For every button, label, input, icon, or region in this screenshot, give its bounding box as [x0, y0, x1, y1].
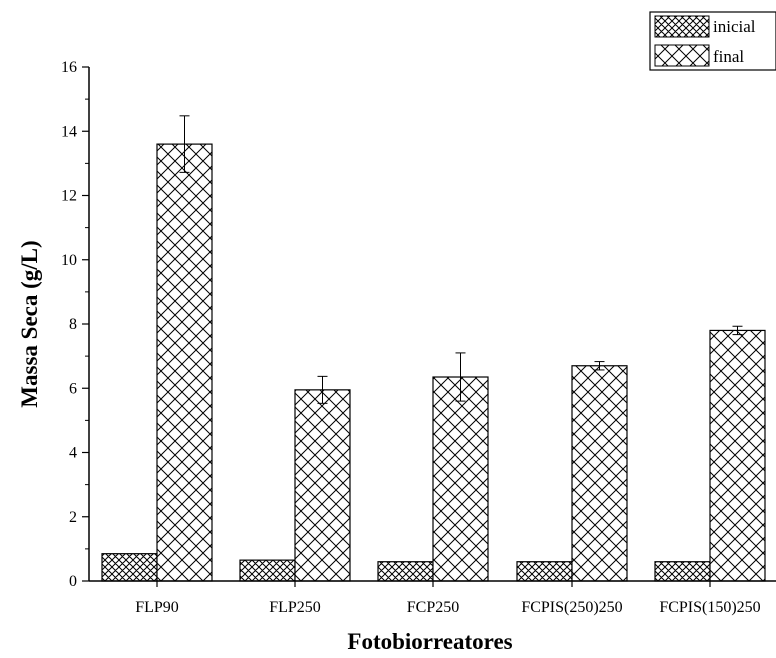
error-bar-final-FCPIS(150)250 — [732, 325, 743, 336]
y-tick-label: 16 — [61, 59, 77, 76]
x-axis-title: Fotobiorreatores — [347, 629, 512, 654]
legend: inicial final — [649, 11, 776, 71]
x-tick-label: FCPIS(250)250 — [521, 599, 622, 616]
y-tick-label: 14 — [61, 123, 77, 140]
bar-final-FCPIS(250)250 — [571, 365, 628, 582]
axes: 0 2 4 6 8 10 12 14 16 FLP90 FLP250 FCP250 FCPIS(250… — [61, 59, 776, 616]
bar-inicial-FCPIS(250)250 — [516, 561, 573, 582]
y-tick-label: 10 — [61, 252, 77, 269]
legend-swatch-inicial — [654, 15, 710, 38]
bar-final-FCP250 — [432, 376, 489, 582]
y-tick-label: 8 — [69, 316, 77, 333]
bar-final-FCPIS(150)250 — [709, 329, 766, 582]
y-axis-title: Massa Seca (g/L) — [17, 240, 42, 407]
y-tick-label: 12 — [61, 188, 77, 205]
bars-layer — [101, 143, 766, 582]
bar-final-FLP90 — [156, 143, 213, 582]
error-bars-layer — [179, 115, 743, 404]
y-ticks: 0 2 4 6 8 10 12 14 16 — [61, 59, 89, 590]
error-bar-final-FLP250 — [317, 375, 328, 404]
error-bar-final-FLP90 — [179, 115, 190, 173]
legend-label-inicial: inicial — [713, 17, 756, 36]
x-tick-label: FCPIS(150)250 — [659, 599, 760, 616]
x-tick-label: FCP250 — [407, 599, 459, 616]
error-bar-final-FCPIS(250)250 — [594, 361, 605, 371]
bar-inicial-FCPIS(150)250 — [654, 561, 711, 582]
error-bar-final-FCP250 — [455, 352, 466, 402]
x-tick-label: FLP250 — [269, 599, 321, 616]
bar-inicial-FLP250 — [239, 559, 296, 582]
y-tick-label: 6 — [69, 380, 77, 397]
x-ticks: FLP90 FLP250 FCP250 FCPIS(250)250 FCPIS(150)… — [135, 581, 761, 616]
x-tick-label: FLP90 — [135, 599, 179, 616]
y-tick-label: 0 — [69, 573, 77, 590]
bar-final-FLP250 — [294, 389, 351, 582]
legend-swatch-final — [654, 44, 710, 67]
y-tick-label: 4 — [69, 445, 77, 462]
bar-inicial-FLP90 — [101, 553, 158, 582]
y-tick-label: 2 — [69, 509, 77, 526]
bar-inicial-FCP250 — [377, 561, 434, 582]
legend-label-final: final — [713, 47, 744, 66]
